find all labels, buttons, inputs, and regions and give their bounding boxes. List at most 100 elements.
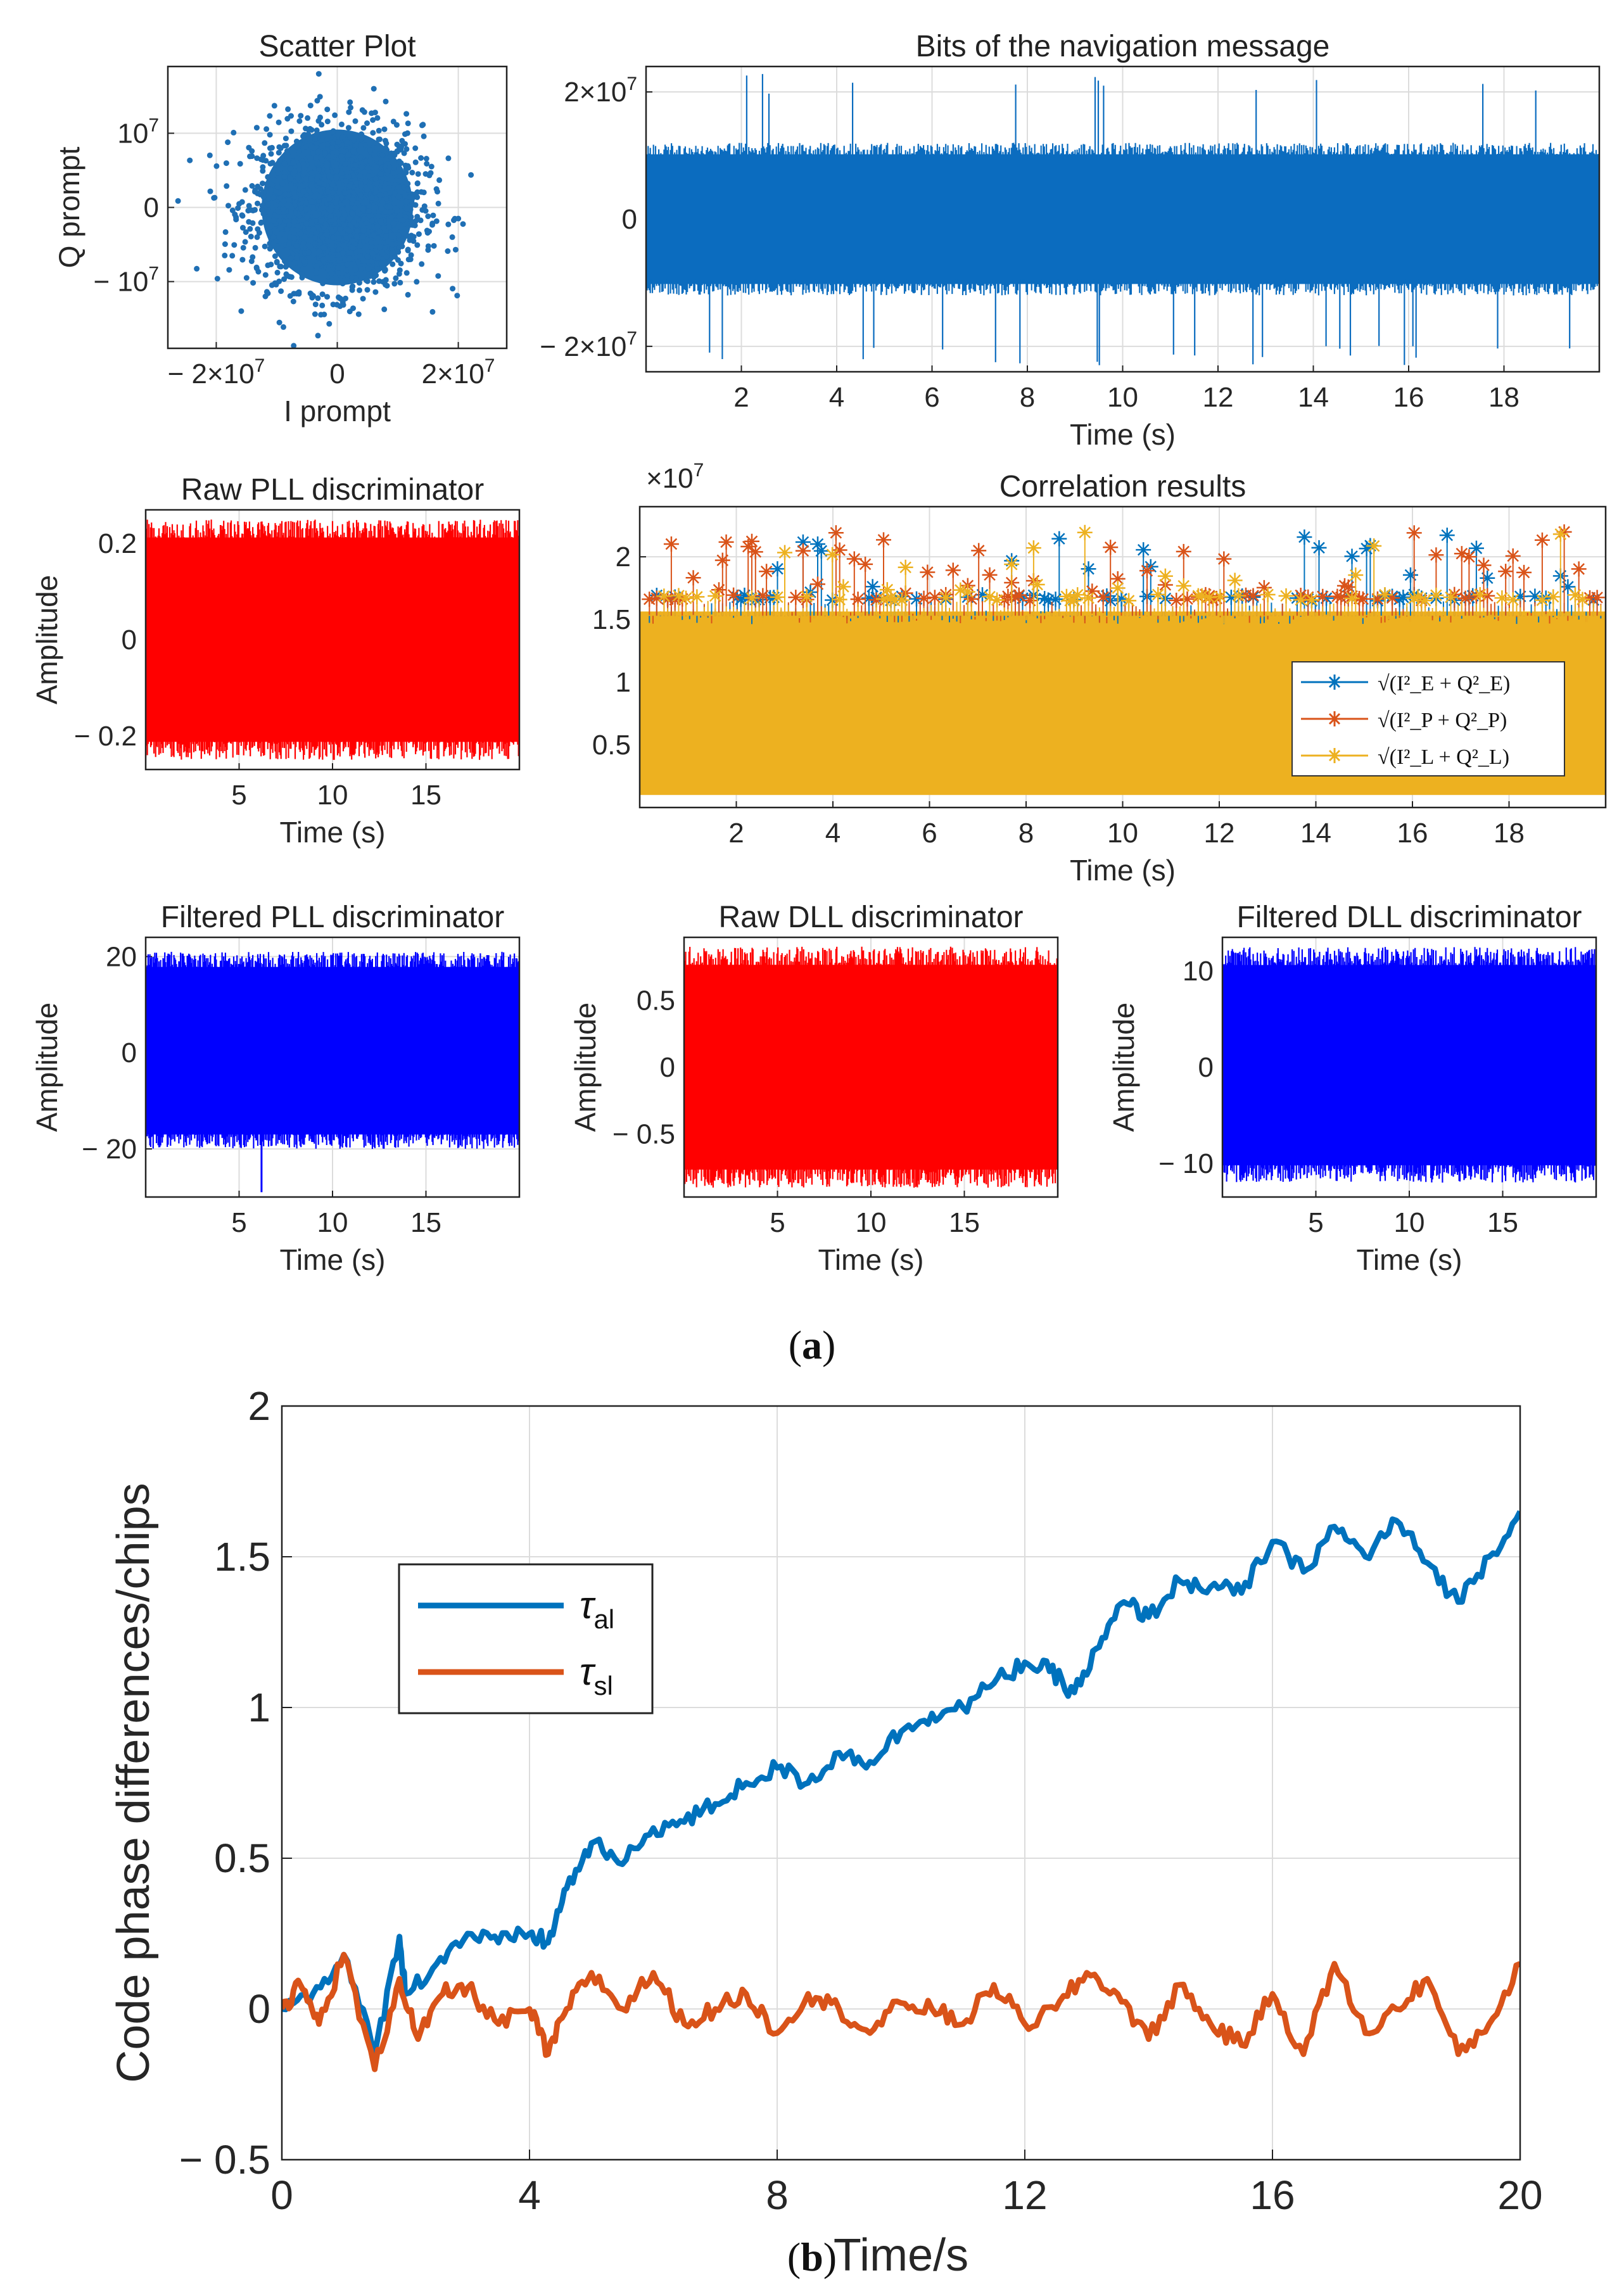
scatter-point [339,281,346,287]
scatter-point [233,217,239,223]
scatter-point [414,242,421,248]
scatter-point [408,252,414,258]
scatter-point [267,246,273,252]
corr-marker-L [1552,526,1568,542]
scatter-point [276,246,281,252]
scatter-point [324,118,331,125]
scatter-point [266,217,272,224]
scatter-point [335,139,341,145]
scatter-point [372,110,378,116]
scatter-point [364,187,371,193]
scatter-point [372,289,379,295]
scatter-point [369,258,374,265]
scatter-point [377,219,384,224]
corr-marker-E [729,590,745,605]
scatter-point [246,219,252,225]
rawdll-xtick-label: 10 [856,1207,887,1238]
corr-marker-P [1498,564,1514,580]
scatter-point [316,193,322,200]
scatter-point [290,298,296,305]
scatter-point [352,205,358,211]
rawpll-xtick-label: 5 [231,780,246,811]
scatter-point [324,137,330,143]
scatter-point [274,259,280,265]
corr-marker-P [927,590,942,605]
scatter-point [305,250,312,256]
corr-legend: √(I²_E + Q²_E) √(I²_P + Q²_P) √(I²_L + Q²_… [1291,661,1565,776]
scatter-point [395,232,402,239]
scatter-point [349,274,355,281]
scatter-point [338,194,345,200]
scatter-point [383,145,389,151]
scatter-point [235,205,241,212]
scatter-point [400,141,407,147]
scatter-point [362,178,369,184]
filtpll-xtick-label: 10 [317,1207,348,1238]
scatter-point [252,244,258,251]
scatter-point [320,256,326,262]
scatter-point [258,186,263,192]
scatter-point [286,222,293,228]
scatter-point [368,239,374,246]
scatter-point [272,253,278,259]
corr-marker-E [1136,542,1151,558]
scatter-point [271,217,277,224]
codephase-ytick-label: 1.5 [214,1534,270,1580]
corr-marker-P [788,590,804,605]
scatter-point [347,99,353,105]
scatter-point [350,219,357,225]
filtdll-xtick-label: 15 [1487,1207,1518,1238]
scatter-point [383,253,390,260]
corr-marker-P [1205,592,1221,608]
scatter-point [322,150,328,156]
scatter-point [275,170,281,176]
scatter-point [356,280,362,286]
scatter-point [293,255,300,261]
scatter-point [317,114,323,120]
scatter-point [398,224,404,231]
scatter-point [335,270,341,277]
scatter-point [239,212,245,219]
scatter-point [288,128,295,134]
scatter-point [327,213,334,219]
scatter-point [291,235,298,241]
scatter-point [266,181,272,187]
scatter-point [225,139,231,146]
corr-marker-L [825,547,841,562]
scatter-point [339,299,346,305]
scatter-point [231,129,237,136]
scatter-point [423,156,429,162]
scatter-point [410,234,417,240]
scatter-point [277,158,283,163]
scatter-point [285,106,291,112]
scatter-point [381,225,387,231]
scatter-point [340,148,346,155]
codephase-legend-label: τsl [580,1650,613,1701]
scatter-point [267,113,273,119]
scatter-point [397,279,403,286]
rawpll-ylabel: Amplitude [30,575,63,705]
corr-marker-P [1176,543,1191,559]
scatter-point [286,241,293,247]
codephase-legend: τal τsl [398,1563,654,1714]
scatter-point [398,177,403,184]
scatter-xtick-label: 2×107 [422,355,495,390]
scatter-point [373,164,379,170]
rawpll-frame [144,509,521,771]
scatter-ytick-label: 0 [144,193,159,224]
corr-xtick-label: 18 [1494,818,1525,849]
scatter-point [364,287,371,293]
scatter-point [325,189,331,195]
scatter-point [364,220,369,226]
scatter-point [312,193,318,200]
scatter-point [211,195,217,201]
filtdll-trace [1222,947,1596,1183]
corr-marker-L [876,591,891,607]
scatter-point [417,217,424,224]
rawdll-trace-trace [684,946,1058,1188]
scatter-point [310,293,316,299]
corr-xtick-label: 8 [1018,818,1034,849]
scatter-point [354,200,360,206]
scatter-point [336,181,342,186]
